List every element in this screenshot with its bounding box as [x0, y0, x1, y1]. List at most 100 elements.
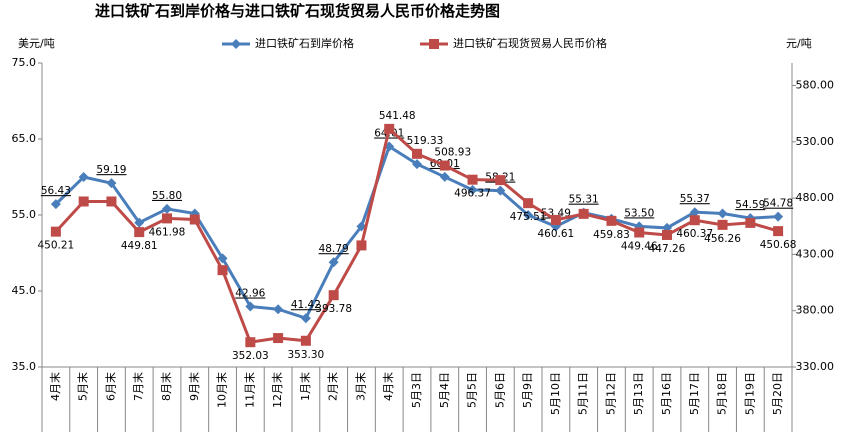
data-label: 352.03: [232, 350, 269, 362]
point: [662, 229, 672, 240]
data-label: 353.30: [288, 349, 325, 361]
x-tick-label: 5月20日: [771, 372, 784, 415]
point: [328, 290, 339, 301]
point: [578, 208, 589, 219]
point: [300, 335, 311, 346]
x-tick-label: 6月末: [103, 372, 117, 401]
data-label: 54.78: [763, 198, 793, 210]
data-label: 450.21: [38, 240, 75, 252]
data-label: 447.26: [649, 243, 686, 255]
data-label: 55.80: [152, 190, 182, 202]
y2-tick-label: 430.00: [796, 247, 835, 260]
data-label: 41.42: [291, 299, 321, 311]
x-tick-label: 5月17日: [688, 372, 701, 415]
data-label: 393.78: [315, 303, 352, 315]
data-label: 519.33: [407, 135, 444, 147]
data-label: 48.79: [319, 243, 349, 255]
point: [273, 333, 284, 344]
point: [300, 313, 311, 324]
y-tick-label: 45.0: [12, 284, 37, 297]
point: [773, 211, 784, 222]
y-tick-label: 65.0: [12, 132, 37, 145]
y2-tick-label: 480.00: [796, 191, 835, 204]
y2-axis-label: 元/吨: [786, 37, 812, 50]
point: [745, 217, 756, 228]
x-tick-label: 5月9日: [521, 372, 534, 408]
data-label: 53.50: [624, 207, 654, 219]
data-label: 456.26: [704, 233, 741, 245]
point: [412, 148, 422, 159]
point: [523, 198, 534, 209]
x-tick-label: 5月16日: [660, 372, 673, 415]
x-tick-label: 5月4日: [438, 372, 451, 408]
x-tick-label: 8月末: [159, 372, 173, 401]
x-tick-label: 5月5日: [466, 372, 479, 408]
y-tick-label: 75.0: [12, 56, 37, 69]
point: [245, 337, 256, 348]
point: [439, 160, 450, 171]
x-tick-label: 9月末: [187, 372, 201, 401]
data-label: 42.96: [235, 288, 265, 300]
point: [495, 185, 506, 196]
x-tick-label: 1月末: [298, 372, 312, 401]
point: [495, 175, 506, 186]
y-axis-label: 美元/吨: [18, 37, 55, 50]
legend-marker: [429, 39, 439, 49]
point: [106, 178, 117, 189]
point: [189, 214, 200, 225]
point: [634, 227, 645, 238]
y-tick-label: 35.0: [12, 360, 37, 373]
point: [773, 226, 784, 237]
x-tick-label: 5月10日: [549, 372, 562, 415]
data-label: 56.43: [41, 185, 71, 197]
point: [356, 240, 367, 251]
x-tick-label: 2月末: [326, 372, 340, 401]
x-tick-label: 5月19日: [743, 372, 756, 415]
point: [689, 207, 700, 218]
data-label: 459.83: [593, 229, 630, 241]
data-label: 496.37: [454, 188, 491, 200]
y-tick-label: 55.0: [12, 208, 37, 221]
point: [78, 172, 89, 182]
x-tick-label: 5月末: [76, 372, 90, 401]
x-tick-label: 5月11日: [577, 372, 590, 415]
y2-tick-label: 330.00: [796, 360, 835, 373]
data-label: 55.31: [569, 194, 599, 206]
point: [273, 304, 284, 315]
data-label: 449.46: [621, 240, 658, 252]
x-tick-label: 5月12日: [604, 372, 617, 415]
data-label: 460.37: [676, 228, 713, 240]
legend-marker: [231, 39, 241, 49]
point: [50, 226, 61, 237]
data-label: 450.68: [760, 239, 797, 251]
point: [162, 203, 172, 214]
point: [384, 123, 395, 134]
point: [162, 213, 172, 224]
point: [550, 214, 561, 225]
x-tick-label: 5月18日: [716, 372, 729, 415]
point: [689, 215, 700, 226]
data-label: 55.37: [680, 193, 710, 205]
x-tick-label: 4月末: [381, 372, 395, 401]
point: [134, 217, 145, 228]
x-tick-label: 12月末: [270, 372, 284, 408]
data-label: 460.61: [538, 228, 575, 240]
x-tick-label: 3月末: [353, 372, 367, 401]
point: [717, 208, 728, 219]
x-tick-label: 5月13日: [632, 372, 645, 415]
x-tick-label: 4月末: [48, 372, 62, 401]
point: [717, 219, 728, 230]
chart-title: 进口铁矿石到岸价格与进口铁矿石现货贸易人民币价格走势图: [95, 2, 500, 20]
legend-label: 进口铁矿石到岸价格: [255, 36, 354, 50]
point: [106, 196, 117, 207]
x-tick-label: 10月末: [215, 372, 229, 408]
data-label: 541.48: [379, 110, 416, 122]
data-label: 449.81: [121, 240, 158, 252]
point: [217, 265, 228, 276]
x-tick-label: 11月末: [242, 372, 256, 408]
point: [606, 215, 617, 226]
point: [523, 210, 534, 220]
y2-tick-label: 380.00: [796, 304, 835, 317]
point: [78, 196, 89, 207]
